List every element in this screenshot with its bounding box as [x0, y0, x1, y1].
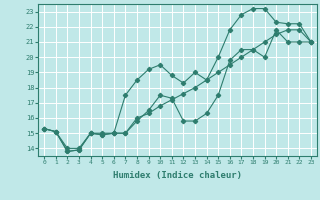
X-axis label: Humidex (Indice chaleur): Humidex (Indice chaleur) [113, 171, 242, 180]
